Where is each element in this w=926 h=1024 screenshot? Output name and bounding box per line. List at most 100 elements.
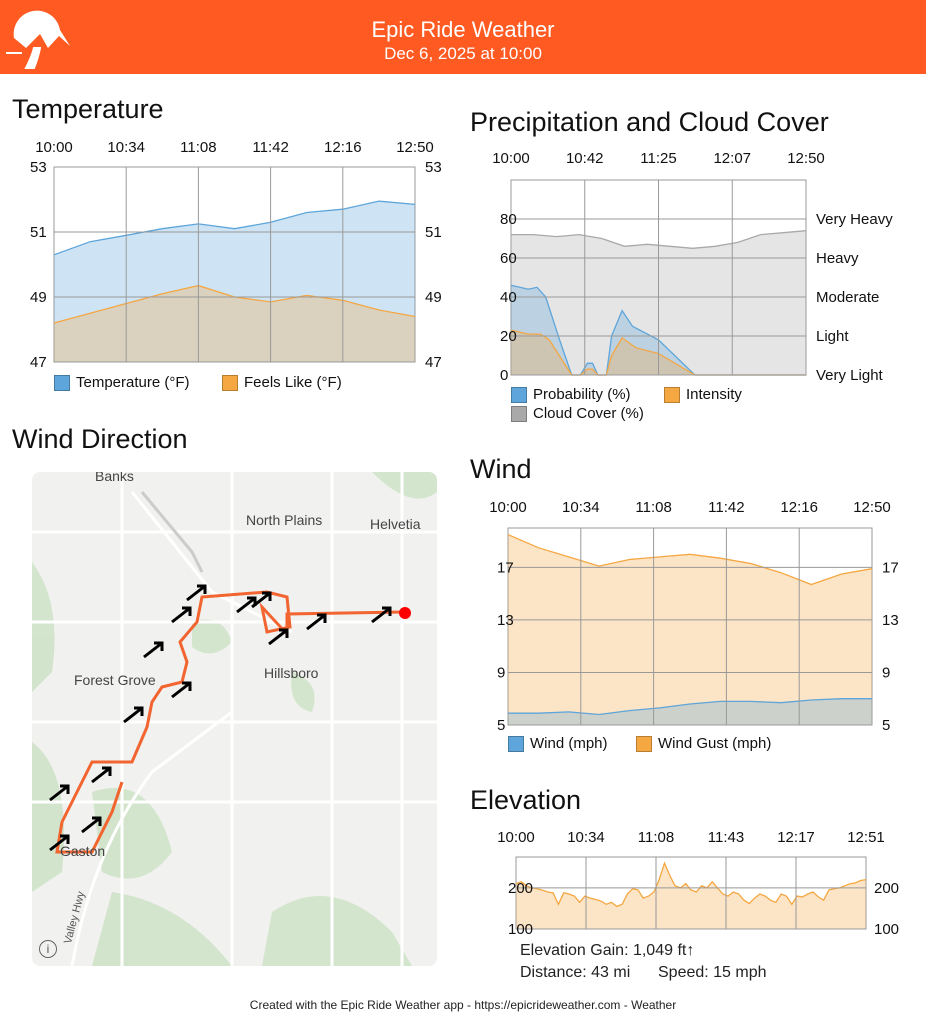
y-tick-label: 100 (508, 921, 533, 938)
legend-label: Feels Like (°F) (244, 374, 342, 391)
y-right-tick-label: Light (816, 328, 849, 345)
wind-arrows (49, 584, 392, 852)
ride-date: Dec 6, 2025 at 10:00 (384, 44, 542, 63)
x-tick-label: 11:43 (708, 829, 744, 846)
legend-feels-like: Feels Like (°F) (222, 374, 342, 391)
legend-intensity: Intensity (664, 386, 742, 403)
legend-label: Temperature (°F) (76, 374, 190, 391)
app-title: Epic Ride Weather (371, 17, 555, 42)
precip-title: Precipitation and Cloud Cover (470, 107, 829, 137)
y-right-tick-label: 47 (425, 354, 442, 371)
plot-area (53, 166, 416, 363)
legend-cloud-cover: Cloud Cover (%) (511, 405, 644, 422)
y-right-tick-label: Very Light (816, 367, 884, 384)
legend-label: Cloud Cover (%) (533, 405, 644, 422)
wind-direction-title: Wind Direction (12, 424, 188, 454)
series-line (515, 861, 867, 908)
x-tick-label: 11:08 (180, 139, 216, 156)
y-tick-label: 20 (500, 328, 517, 345)
legend-probability: Probability (%) (511, 386, 631, 403)
x-tick-label: 10:00 (35, 139, 73, 156)
y-right-tick-label: 49 (425, 289, 442, 306)
y-right-tick-label: 13 (882, 612, 899, 629)
logo-icon (6, 10, 70, 69)
x-tick-label: 11:25 (640, 150, 676, 167)
legend-temperature: Temperature (°F) (54, 374, 190, 391)
series-area (54, 201, 415, 362)
x-tick-label: 12:51 (847, 829, 885, 846)
x-tick-label: 12:16 (780, 499, 818, 516)
y-right-tick-label: 9 (882, 664, 890, 681)
y-tick-label: 53 (30, 159, 47, 176)
map-label: Hillsboro (264, 665, 319, 681)
y-tick-label: 0 (500, 367, 508, 384)
x-tick-label: 10:34 (567, 829, 605, 846)
x-tick-label: 12:50 (853, 499, 891, 516)
y-tick-label: 40 (500, 289, 517, 306)
plot-area (515, 856, 867, 930)
x-tick-label: 12:16 (324, 139, 362, 156)
map-label: North Plains (246, 512, 323, 528)
y-tick-label: 60 (500, 250, 517, 267)
wind-direction-map[interactable]: Banks North Plains Helvetia Forest Grove… (32, 472, 437, 966)
x-tick-label: 10:00 (497, 829, 535, 846)
y-right-tick-label: Very Heavy (816, 211, 893, 228)
x-tick-label: 10:00 (489, 499, 527, 516)
series-line (507, 534, 873, 586)
legend-wind-gust: Wind Gust (mph) (636, 735, 771, 752)
wind-title: Wind (470, 454, 532, 484)
x-tick-label: 12:17 (777, 829, 815, 846)
x-tick-label: 10:42 (566, 150, 604, 167)
y-right-tick-label: 51 (425, 224, 442, 241)
y-right-tick-label: 5 (882, 717, 890, 734)
map-parks (32, 472, 437, 966)
map-label: Banks (95, 472, 134, 484)
map-canvas (32, 472, 437, 966)
x-tick-label: 11:08 (638, 829, 674, 846)
y-tick-label: 13 (497, 612, 514, 629)
route-end-marker (399, 607, 411, 619)
y-tick-label: 80 (500, 211, 517, 228)
x-tick-label: 11:08 (635, 499, 671, 516)
series-area (516, 863, 866, 929)
legend-label: Intensity (686, 386, 742, 403)
y-tick-label: 51 (30, 224, 47, 241)
series-line (510, 284, 806, 376)
plot-area (507, 527, 873, 726)
x-tick-label: 10:34 (107, 139, 145, 156)
y-tick-label: 5 (497, 717, 505, 734)
map-roads (32, 472, 437, 966)
y-right-tick-label: 53 (425, 159, 442, 176)
y-right-tick-label: 17 (882, 559, 899, 576)
y-right-tick-label: 200 (874, 880, 899, 897)
map-label: Gaston (60, 843, 106, 859)
footer-credit: Created with the Epic Ride Weather app -… (249, 998, 677, 1012)
y-tick-label: 17 (497, 559, 514, 576)
x-tick-label: 12:50 (396, 139, 434, 156)
legend-label: Probability (%) (533, 386, 631, 403)
elevation-gain: Elevation Gain: 1,049 ft↑ (520, 942, 695, 959)
elevation-title: Elevation (470, 785, 582, 815)
series-area (508, 698, 872, 725)
map-label: Helvetia (370, 516, 421, 532)
speed: Speed: 15 mph (658, 964, 767, 981)
legend-wind: Wind (mph) (508, 735, 608, 752)
series-line (508, 698, 872, 716)
series-line (53, 200, 416, 256)
y-tick-label: 200 (508, 880, 533, 897)
y-right-tick-label: 100 (874, 921, 899, 938)
x-tick-label: 12:50 (787, 150, 825, 167)
info-icon[interactable]: i (39, 940, 57, 958)
y-right-tick-label: Moderate (816, 289, 879, 306)
series-line (510, 329, 806, 376)
series-area (508, 534, 872, 725)
y-tick-label: 47 (30, 354, 47, 371)
x-tick-label: 12:07 (713, 150, 751, 167)
series-area (54, 285, 415, 362)
x-tick-label: 11:42 (252, 139, 288, 156)
app-header: Epic Ride Weather Dec 6, 2025 at 10:00 (0, 0, 926, 74)
legend-label: Wind (mph) (530, 735, 608, 752)
